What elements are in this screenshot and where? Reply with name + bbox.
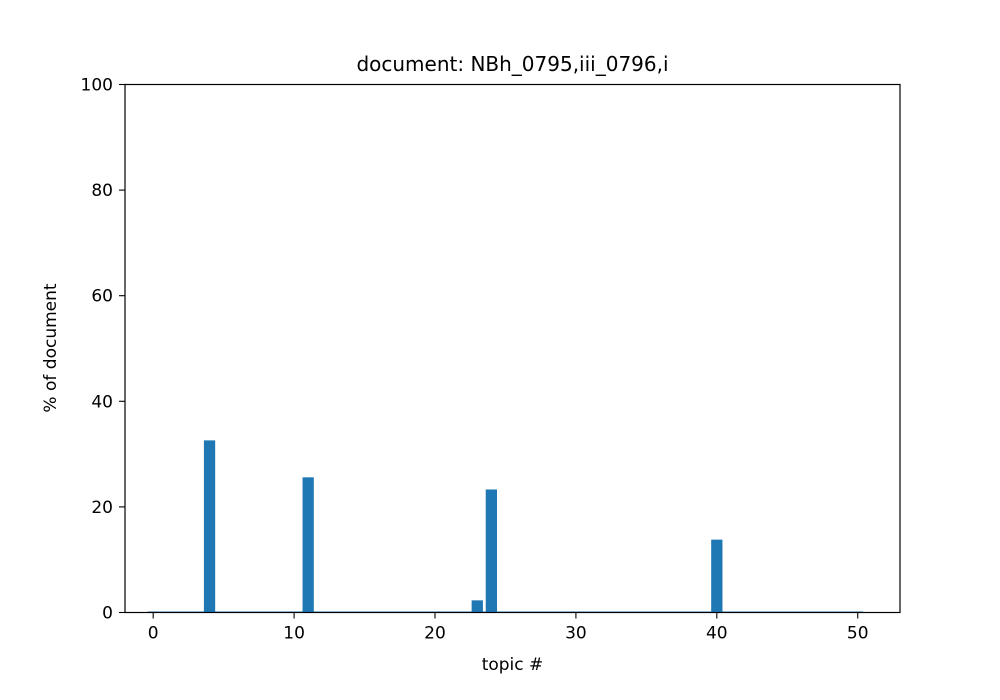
x-tick-label: 30 — [565, 624, 587, 644]
x-tick-label: 50 — [847, 624, 869, 644]
bar-topic-4 — [203, 440, 216, 613]
bar-topic-24 — [485, 489, 497, 613]
x-tick-label: 20 — [424, 624, 446, 644]
bar-topic-11 — [302, 477, 314, 613]
x-tick-label: 0 — [148, 624, 159, 644]
y-tick-label: 60 — [91, 287, 113, 307]
x-tick-label: 10 — [283, 624, 305, 644]
plot-frame — [124, 83, 901, 614]
y-tick-label: 20 — [91, 498, 113, 518]
bar-topic-23 — [471, 600, 483, 613]
y-tick-label: 100 — [81, 76, 113, 96]
chart-title: document: NBh_0795,iii_0796,i — [356, 52, 668, 76]
x-tick-label: 40 — [706, 624, 728, 644]
bar-topic-40 — [711, 539, 723, 613]
y-tick-label: 0 — [102, 604, 113, 624]
y-axis-ticks: 0 20 40 60 80 100 — [81, 76, 125, 624]
x-axis-label: topic # — [482, 655, 544, 675]
y-tick-label: 80 — [91, 181, 113, 201]
y-tick-label: 40 — [91, 392, 113, 412]
x-axis-ticks: 0 10 20 30 40 50 — [148, 612, 869, 644]
y-axis-label: % of document — [41, 283, 61, 412]
